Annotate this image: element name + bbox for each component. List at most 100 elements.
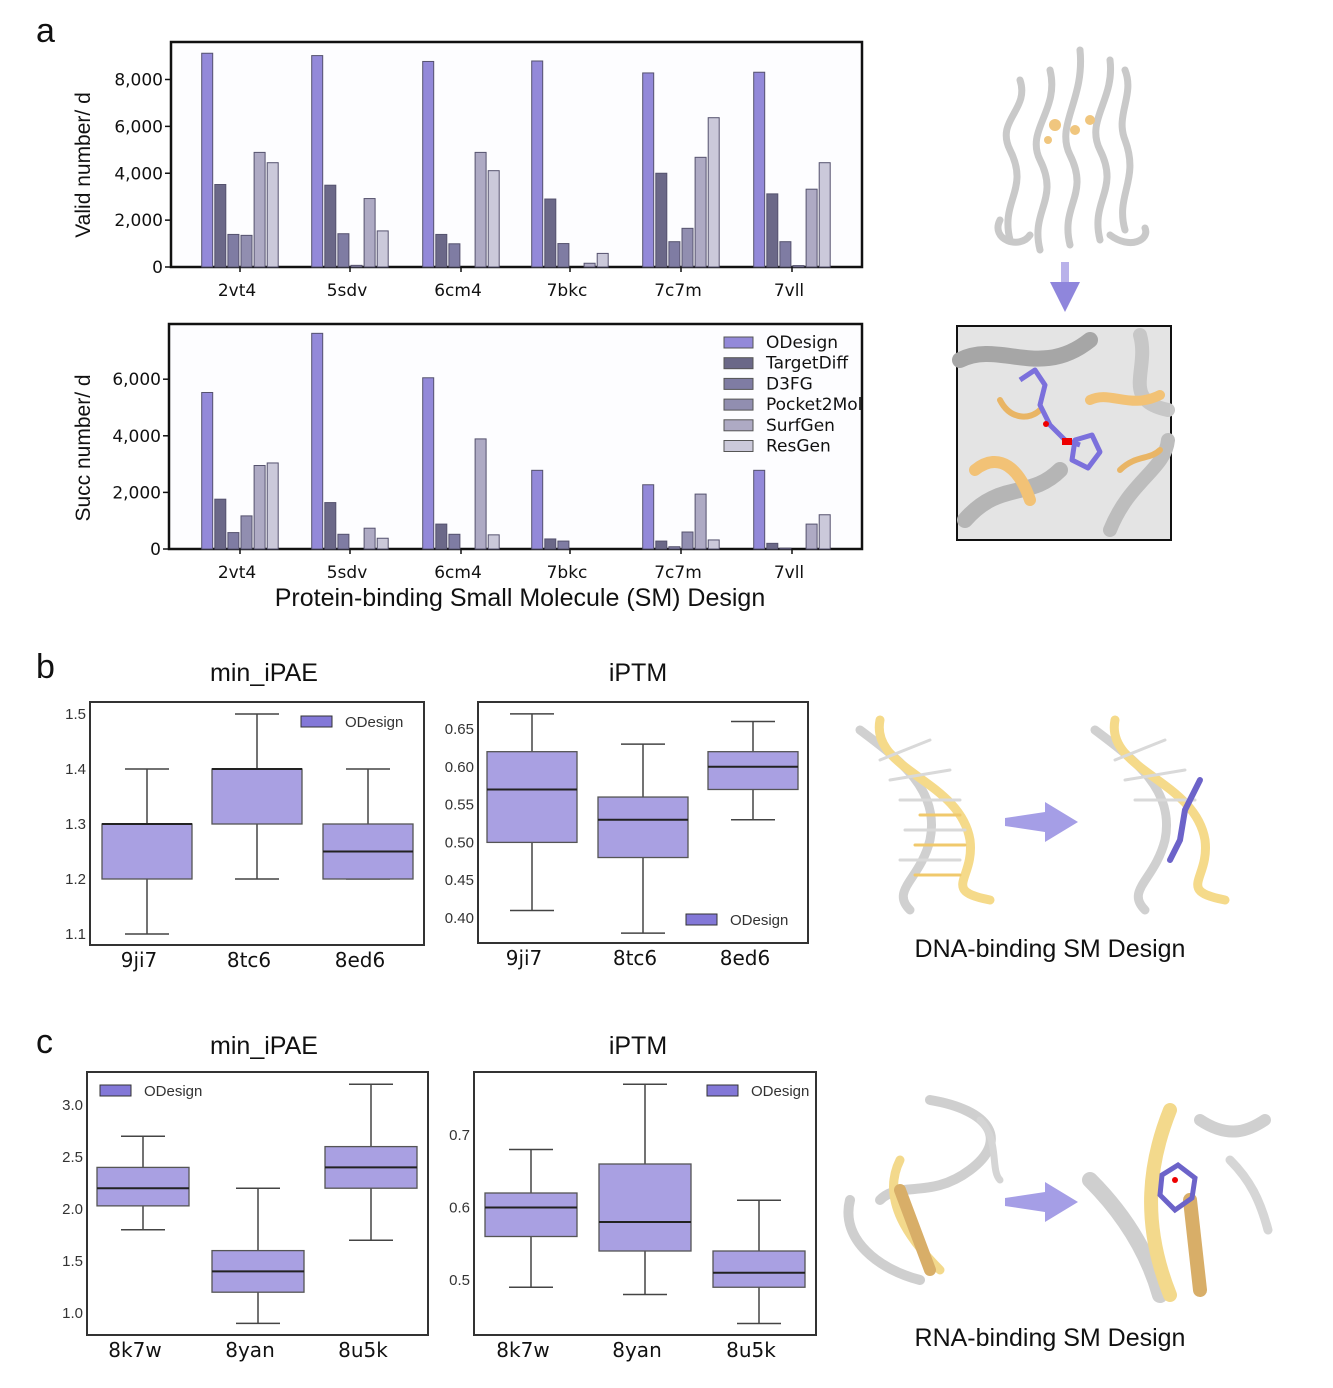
valid-bar-targetdiff-7vll [766, 193, 779, 268]
b_ipae-legend-label: ODesign [345, 714, 403, 731]
c_ipae-ytick-label: 1.0 [62, 1305, 83, 1322]
legend-label-pocket2mol: Pocket2Mol [766, 395, 862, 415]
succ-bar-d3fg-6cm4 [448, 533, 461, 550]
valid-xtick-label: 6cm4 [434, 281, 482, 301]
c_ipae-ytick-label: 2.5 [62, 1149, 83, 1166]
c_ipae-box-chart: 1.0 1.5 2.0 2.5 3.0 8k7w 8yan 8u5k ODesign [62, 1071, 429, 1362]
valid-xtick-label: 5sdv [327, 281, 368, 301]
dna-caption: DNA-binding SM Design [915, 935, 1186, 963]
c_iptm-box-8k7w [484, 1148, 578, 1288]
succ-xtick-label: 7bkc [547, 563, 588, 583]
valid-bar-odesign-7vll [753, 71, 766, 268]
arrow-down-icon [1050, 262, 1080, 312]
iqr-box [96, 1166, 190, 1207]
b_iptm-legend-label: ODesign [730, 912, 788, 929]
b_ipae-xtick-label: 8tc6 [227, 948, 271, 972]
valid-bar-pocket2mol-5sdv [350, 264, 363, 268]
valid-bar-resgen-5sdv [376, 230, 389, 268]
valid-bar-resgen-7c7m [707, 117, 720, 268]
b-ipae-title: min_iPAE [210, 659, 318, 687]
legend-swatch-targetdiff [723, 357, 754, 370]
succ-bar-surfgen-5sdv [363, 527, 376, 550]
succ-bar-odesign-6cm4 [422, 377, 435, 550]
valid-bar-d3fg-6cm4 [448, 243, 461, 268]
valid-ylabel: Valid number/ d [72, 92, 95, 238]
b_ipae-box-8tc6 [211, 713, 303, 880]
valid-xtick-label: 7bkc [547, 281, 588, 301]
c_iptm-ytick-label: 0.5 [449, 1272, 470, 1289]
succ-bar-resgen-6cm4 [487, 534, 500, 550]
legend-swatch-odesign [723, 336, 754, 349]
c_iptm-box-chart: 0.5 0.6 0.7 8k7w 8yan 8u5k ODesign [449, 1071, 817, 1362]
valid-bar-resgen-6cm4 [487, 170, 500, 268]
valid-bar-surfgen-6cm4 [474, 151, 487, 268]
b_iptm-ytick-label: 0.40 [445, 910, 474, 927]
iqr-box [101, 823, 193, 880]
c_ipae-xtick-label: 8u5k [338, 1338, 388, 1362]
valid-bar-d3fg-7bkc [557, 243, 570, 268]
valid-bar-resgen-7bkc [596, 252, 609, 268]
succ-ytick-label: 6,000 [112, 370, 161, 390]
b_ipae-box-9ji7 [101, 768, 193, 935]
succ-xlabel: Protein-binding Small Molecule (SM) Desi… [275, 584, 765, 612]
valid-bar-d3fg-5sdv [337, 233, 350, 268]
valid-bar-odesign-5sdv [311, 55, 324, 268]
panel-label-a: a [36, 12, 55, 50]
succ-bar-targetdiff-2vt4 [214, 498, 227, 550]
succ-bar-d3fg-2vt4 [227, 532, 240, 550]
b_ipae-box-chart: 1.1 1.2 1.3 1.4 1.5 9ji7 8tc6 8ed6 ODesign [65, 701, 425, 972]
b_iptm-xtick-label: 8ed6 [720, 946, 770, 970]
b_ipae-legend-swatch [300, 715, 333, 728]
valid-bar-targetdiff-6cm4 [435, 233, 448, 268]
valid-xtick-label: 7c7m [654, 281, 702, 301]
c_iptm-xtick-label: 8u5k [726, 1338, 776, 1362]
succ-xtick-label: 6cm4 [434, 563, 482, 583]
valid-ytick-label: 2,000 [114, 211, 163, 231]
valid-ytick-label: 0 [152, 258, 163, 278]
b_ipae-xtick-label: 9ji7 [121, 948, 158, 972]
b_ipae-ytick-label: 1.5 [65, 706, 86, 723]
b_iptm-ytick-label: 0.60 [445, 759, 474, 776]
b_iptm-box-9ji7 [486, 713, 578, 912]
valid-bar-d3fg-7vll [779, 241, 792, 268]
legend-swatch-d3fg [723, 377, 754, 390]
panel-label-b: b [36, 648, 55, 686]
legend-label-surfgen: SurfGen [766, 416, 835, 436]
succ-bar-chart: 0 2,000 4,000 6,000 2vt4 5sdv 6cm4 7bkc 7c7m 7vll… [112, 322, 864, 583]
succ-bar-targetdiff-5sdv [324, 502, 337, 550]
valid-xtick-label: 2vt4 [218, 281, 256, 301]
succ-bar-odesign-7c7m [642, 484, 655, 550]
b_iptm-legend-swatch [685, 913, 718, 926]
succ-bar-targetdiff-7vll [766, 542, 779, 550]
succ-bar-odesign-7bkc [531, 469, 544, 550]
succ-bar-targetdiff-7c7m [655, 540, 668, 550]
valid-bar-chart: 0 2,000 4,000 6,000 8,000 2vt4 5sdv 6cm4 7bkc 7c7… [114, 40, 864, 301]
b_ipae-box-8ed6 [322, 768, 414, 880]
b_iptm-ytick-label: 0.50 [445, 834, 474, 851]
c_ipae-box-8yan [211, 1187, 305, 1325]
valid-bar-targetdiff-2vt4 [214, 184, 227, 268]
valid-bar-odesign-7c7m [642, 72, 655, 268]
b_ipae-ytick-label: 1.3 [65, 816, 86, 833]
panel-label-c: c [36, 1023, 53, 1061]
b_iptm-xtick-label: 8tc6 [613, 946, 657, 970]
c_ipae-ytick-label: 3.0 [62, 1097, 83, 1114]
b_iptm-ytick-label: 0.45 [445, 872, 474, 889]
succ-bar-pocket2mol-7c7m [681, 531, 694, 550]
c_ipae-ytick-label: 1.5 [62, 1253, 83, 1270]
b_iptm-ytick-label: 0.65 [445, 721, 474, 738]
b_iptm-box-8ed6 [707, 720, 799, 821]
valid-bar-surfgen-5sdv [363, 198, 376, 268]
c_iptm-ytick-label: 0.6 [449, 1200, 470, 1217]
succ-bar-surfgen-7vll [805, 523, 818, 550]
iqr-box [484, 1192, 578, 1238]
valid-ytick-label: 6,000 [114, 117, 163, 137]
succ-ytick-label: 0 [150, 540, 161, 560]
legend-label-d3fg: D3FG [766, 374, 813, 394]
b_iptm-box-chart: 0.40 0.45 0.50 0.55 0.60 0.65 9ji7 8tc6 8ed6 ODes… [445, 701, 809, 970]
c-ipae-title: min_iPAE [210, 1032, 318, 1060]
legend-swatch-resgen [723, 440, 754, 452]
dna-structure-right [1090, 715, 1230, 915]
succ-bar-d3fg-5sdv [337, 533, 350, 550]
